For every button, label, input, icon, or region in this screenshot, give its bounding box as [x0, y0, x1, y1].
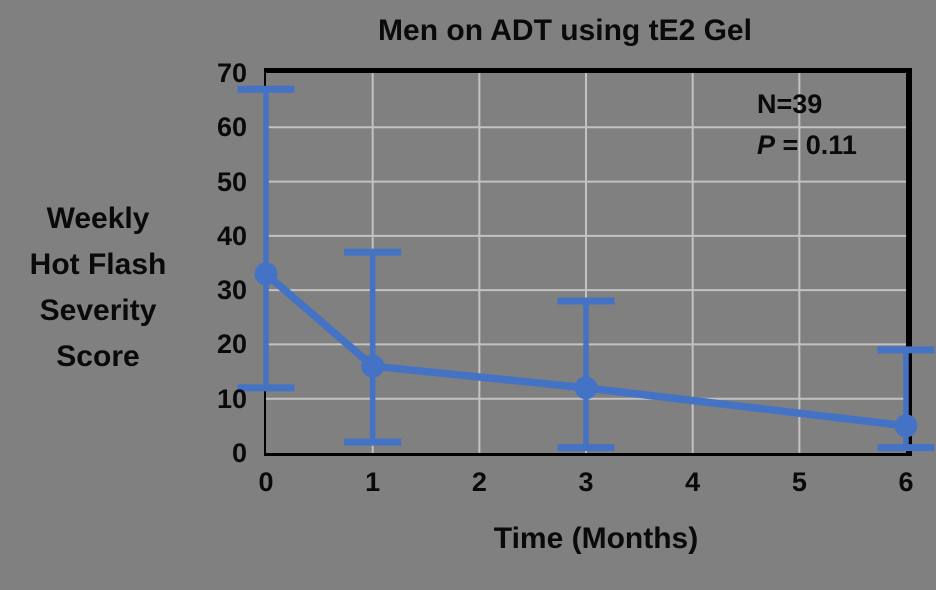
- plot-area: [237, 68, 935, 456]
- data-point-marker: [574, 376, 598, 400]
- y-axis-tick-label: 40: [216, 220, 247, 251]
- x-axis-tick-label: 3: [578, 467, 594, 497]
- p-symbol: P: [757, 130, 776, 160]
- y-axis-tick-label: 50: [216, 166, 247, 197]
- y-axis-tick-label: 70: [216, 58, 247, 88]
- y-axis-tick-label: 60: [216, 112, 247, 143]
- y-axis-title-line: Severity: [39, 294, 157, 327]
- series-line: [263, 271, 907, 430]
- x-axis-tick-label: 6: [898, 467, 914, 497]
- x-axis-tick-label: 0: [258, 467, 274, 497]
- y-axis-title-line: Weekly: [46, 202, 150, 235]
- y-axis-title-line: Score: [56, 340, 140, 373]
- x-axis-title: Time (Months): [493, 522, 699, 555]
- x-axis-tick-label: 5: [791, 467, 807, 497]
- annotation-block: N=39 P = 0.11: [757, 84, 857, 166]
- y-axis-title-line: Hot Flash: [29, 248, 167, 281]
- p-value-text: = 0.11: [775, 130, 857, 160]
- y-axis-tick-label: 20: [216, 329, 247, 360]
- data-point-marker: [254, 262, 278, 286]
- x-axis-tick-label: 4: [685, 467, 701, 497]
- data-point-marker: [361, 354, 385, 378]
- p-annotation: P = 0.11: [757, 125, 857, 166]
- y-axis-tick-label: 0: [231, 438, 247, 468]
- chart-title: Men on ADT using tE2 Gel: [378, 14, 752, 47]
- y-axis-tick-label: 30: [216, 275, 247, 306]
- chart-plot-svg: [237, 73, 935, 453]
- x-axis-tick-label: 2: [471, 467, 487, 497]
- y-axis-title: Weekly Hot Flash Severity Score: [8, 196, 188, 380]
- x-axis-tick-label: 1: [365, 467, 381, 497]
- data-point-marker: [894, 414, 918, 438]
- n-annotation: N=39: [757, 89, 823, 119]
